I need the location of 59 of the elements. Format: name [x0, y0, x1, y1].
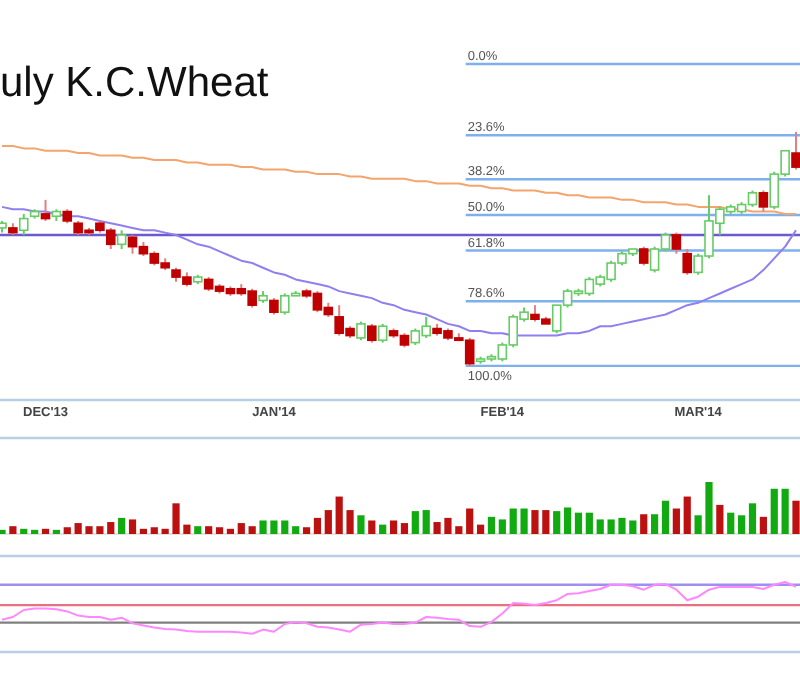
bar — [357, 515, 365, 534]
candlestick — [671, 231, 682, 255]
bar — [313, 517, 322, 534]
bar — [585, 512, 593, 534]
candlestick — [791, 131, 800, 171]
bar — [498, 519, 506, 534]
bar — [41, 528, 50, 534]
bar — [400, 523, 409, 534]
bar — [150, 527, 158, 534]
candlestick — [367, 322, 377, 344]
candlestick — [638, 245, 649, 267]
chart-title: uly K.C.Wheat — [0, 60, 269, 106]
candlestick — [682, 248, 693, 276]
bar — [716, 504, 724, 534]
bar — [661, 500, 670, 534]
bar — [792, 500, 800, 534]
candlestick — [356, 320, 366, 342]
bar — [324, 510, 332, 534]
bar — [727, 512, 735, 534]
bar — [672, 508, 680, 534]
bar — [640, 514, 648, 534]
bar — [139, 528, 147, 534]
bar — [226, 528, 235, 534]
bar — [118, 517, 126, 534]
bar — [563, 507, 572, 534]
bar — [422, 510, 430, 534]
candlestick — [116, 229, 127, 250]
bar — [553, 511, 561, 534]
bar — [215, 527, 224, 534]
bar — [651, 514, 659, 534]
bar — [748, 503, 757, 534]
bar — [781, 488, 789, 534]
bar — [738, 515, 746, 534]
bar — [476, 524, 485, 534]
bar — [466, 508, 474, 534]
candlestick — [377, 322, 388, 344]
bar — [63, 527, 71, 534]
bar — [107, 522, 115, 534]
bar — [9, 526, 17, 534]
bar — [20, 528, 28, 534]
candlestick — [758, 189, 769, 213]
bar — [411, 511, 419, 534]
bar — [389, 520, 398, 534]
bar — [237, 523, 245, 534]
bar — [205, 526, 213, 534]
bar — [487, 516, 496, 534]
bar — [759, 516, 767, 534]
bar — [368, 520, 376, 534]
bar — [292, 526, 300, 534]
bar — [128, 519, 137, 534]
bar — [248, 526, 256, 534]
candlestick — [40, 198, 51, 222]
bar — [574, 512, 583, 534]
bar — [194, 526, 202, 534]
bar — [302, 527, 311, 534]
bar — [770, 488, 778, 534]
bar — [683, 496, 691, 534]
bar — [379, 524, 387, 534]
candlestick — [18, 212, 29, 236]
